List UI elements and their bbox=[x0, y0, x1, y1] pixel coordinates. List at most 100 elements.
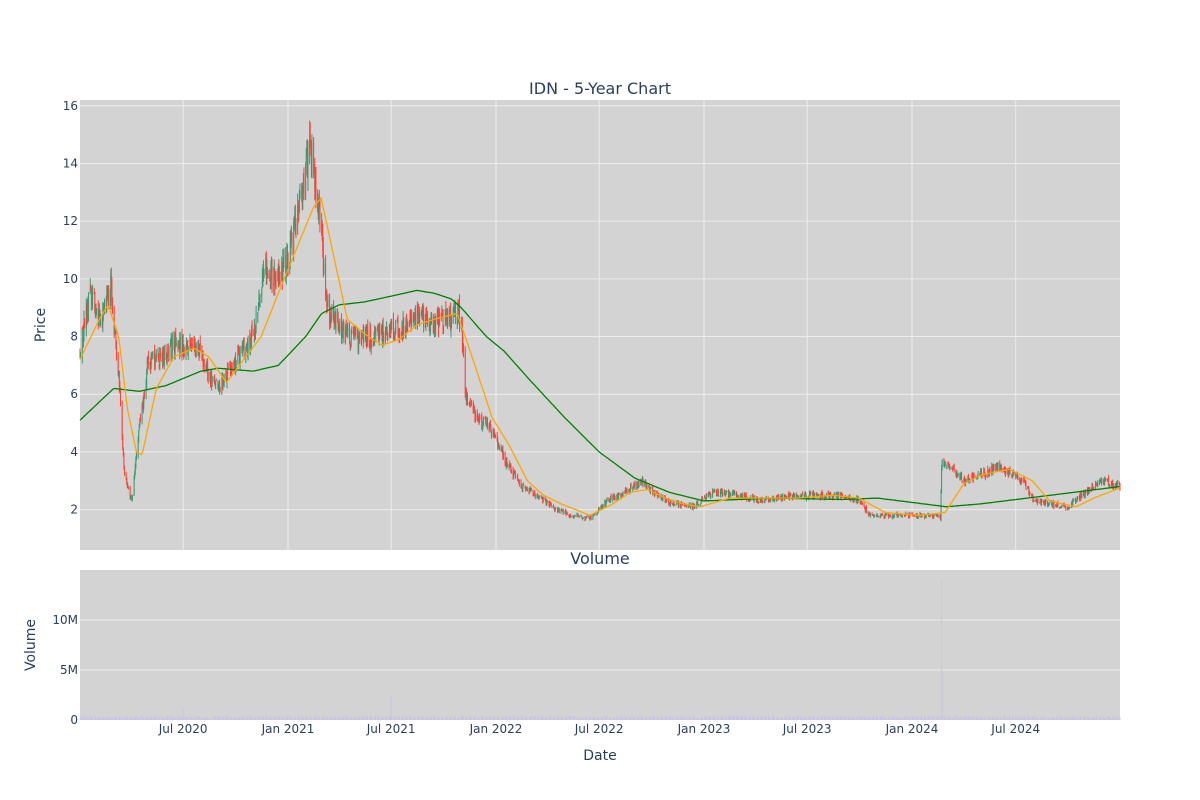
candle-up bbox=[1104, 479, 1106, 480]
volume-bar bbox=[462, 718, 464, 720]
volume-bar bbox=[310, 716, 312, 720]
candle-up bbox=[171, 337, 173, 355]
volume-bar bbox=[353, 718, 354, 720]
candle-up bbox=[1084, 494, 1086, 497]
candle-down bbox=[601, 505, 602, 508]
candle-up bbox=[983, 469, 985, 476]
candle-down bbox=[124, 468, 125, 474]
candle-up bbox=[993, 464, 994, 467]
candle-down bbox=[1119, 483, 1120, 485]
volume-bar bbox=[99, 717, 101, 720]
candle-up bbox=[996, 463, 998, 468]
volume-bar bbox=[565, 715, 566, 720]
candle-down bbox=[721, 490, 723, 491]
candle-down bbox=[702, 498, 704, 500]
candle-down bbox=[253, 333, 255, 335]
candle-down bbox=[964, 478, 965, 480]
volume-bar bbox=[171, 716, 173, 720]
candle-up bbox=[698, 504, 700, 506]
volume-bar bbox=[145, 715, 147, 720]
volume-bar bbox=[102, 718, 104, 720]
candle-up bbox=[510, 469, 512, 474]
candle-up bbox=[717, 490, 719, 495]
candle-down bbox=[493, 431, 495, 434]
volume-bar bbox=[109, 717, 111, 720]
volume-bar bbox=[792, 717, 794, 720]
volume-bar bbox=[153, 717, 155, 720]
volume-bar bbox=[425, 715, 427, 720]
volume-bar bbox=[469, 718, 471, 720]
candle-down bbox=[873, 514, 875, 517]
volume-bar bbox=[424, 718, 426, 720]
volume-bar bbox=[251, 717, 252, 720]
volume-bar bbox=[546, 718, 548, 720]
candle-up bbox=[347, 326, 349, 331]
volume-bar bbox=[773, 716, 775, 720]
volume-bar bbox=[865, 718, 867, 720]
volume-bar bbox=[90, 717, 92, 720]
volume-bar bbox=[219, 716, 221, 720]
candle-up bbox=[764, 501, 765, 503]
volume-bar bbox=[1101, 718, 1103, 720]
candle-up bbox=[443, 326, 444, 328]
candle-down bbox=[999, 463, 1001, 470]
candle-up bbox=[582, 517, 584, 519]
volume-bar bbox=[945, 718, 947, 720]
volume-bar bbox=[952, 717, 953, 720]
volume-bar bbox=[159, 717, 161, 720]
volume-bar bbox=[1059, 717, 1060, 720]
candle-up bbox=[977, 473, 979, 478]
candle-down bbox=[389, 331, 390, 335]
volume-bar bbox=[186, 717, 187, 720]
volume-bar bbox=[1092, 718, 1094, 720]
candle-down bbox=[972, 474, 973, 477]
candle-down bbox=[684, 505, 686, 507]
volume-bar bbox=[622, 718, 623, 720]
volume-bar bbox=[1048, 717, 1050, 720]
price-plot-area[interactable] bbox=[80, 100, 1120, 550]
candle-up bbox=[638, 480, 639, 486]
volume-bar bbox=[1100, 718, 1102, 720]
candle-up bbox=[533, 492, 535, 493]
volume-bar bbox=[367, 716, 369, 720]
candle-up bbox=[157, 353, 159, 354]
candle-up bbox=[373, 338, 374, 345]
candle-up bbox=[569, 515, 570, 517]
candle-up bbox=[529, 489, 531, 493]
candle-down bbox=[654, 492, 655, 496]
volume-bar bbox=[1084, 716, 1086, 720]
candle-down bbox=[537, 496, 539, 498]
candle-up bbox=[549, 502, 550, 506]
candle-up bbox=[389, 326, 391, 337]
volume-bar bbox=[281, 717, 283, 720]
volume-bar bbox=[995, 717, 997, 720]
volume-bar bbox=[921, 715, 923, 720]
volume-bar bbox=[855, 718, 857, 720]
volume-plot-area[interactable] bbox=[80, 570, 1120, 720]
candle-down bbox=[1105, 478, 1107, 480]
volume-bar bbox=[238, 717, 239, 720]
volume-bar bbox=[199, 715, 201, 720]
volume-bar bbox=[222, 716, 224, 720]
volume-bar bbox=[278, 716, 280, 720]
volume-bar bbox=[215, 716, 217, 720]
volume-bar bbox=[825, 716, 827, 720]
candle-up bbox=[780, 496, 782, 499]
volume-bar bbox=[1011, 716, 1013, 720]
volume-bar bbox=[1072, 718, 1074, 720]
candle-down bbox=[406, 317, 407, 329]
candle-down bbox=[471, 403, 472, 405]
volume-y-axis-title: Volume bbox=[23, 619, 39, 671]
volume-bar bbox=[929, 715, 931, 720]
candle-down bbox=[749, 499, 751, 501]
volume-bar bbox=[379, 718, 381, 720]
volume-bar bbox=[1087, 716, 1088, 720]
volume-bar bbox=[892, 716, 894, 720]
volume-bar bbox=[618, 718, 619, 720]
volume-bar bbox=[83, 716, 84, 720]
candle-up bbox=[538, 497, 540, 498]
volume-bar bbox=[725, 718, 727, 720]
volume-bar bbox=[827, 716, 829, 720]
volume-bar bbox=[816, 718, 818, 720]
